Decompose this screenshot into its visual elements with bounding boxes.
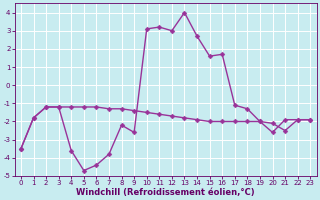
X-axis label: Windchill (Refroidissement éolien,°C): Windchill (Refroidissement éolien,°C) (76, 188, 255, 197)
